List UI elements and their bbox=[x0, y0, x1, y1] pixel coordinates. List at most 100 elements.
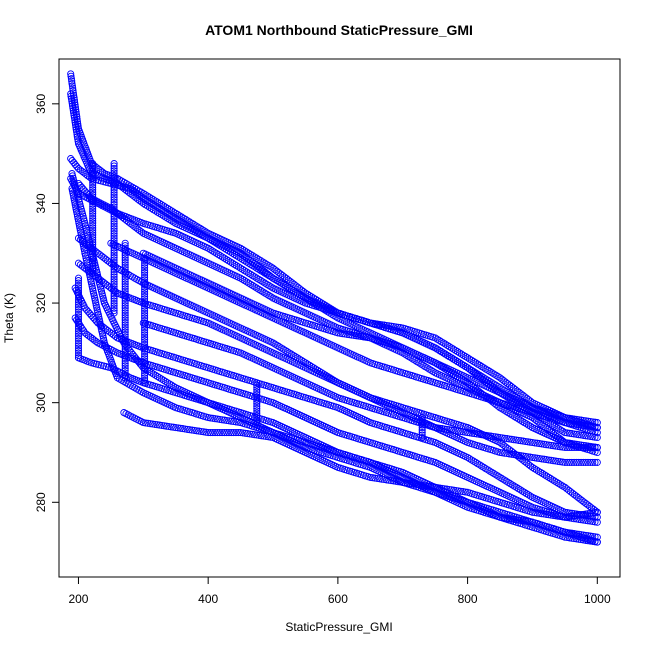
data-point bbox=[263, 270, 271, 278]
data-point bbox=[253, 379, 261, 387]
data-point bbox=[110, 208, 118, 216]
data-point bbox=[253, 390, 261, 399]
data-point bbox=[584, 517, 592, 525]
data-point bbox=[141, 312, 149, 320]
data-point bbox=[555, 480, 563, 488]
data-point bbox=[237, 274, 245, 282]
data-point bbox=[89, 221, 97, 230]
data-point bbox=[490, 370, 498, 378]
data-point bbox=[141, 257, 149, 265]
data-point bbox=[437, 348, 445, 356]
data-point bbox=[557, 426, 565, 434]
data-point bbox=[506, 395, 514, 403]
data-point bbox=[208, 247, 216, 255]
y-tick-label: 320 bbox=[34, 293, 48, 313]
data-point bbox=[593, 419, 601, 427]
data-point bbox=[216, 429, 224, 437]
data-point bbox=[253, 400, 261, 408]
data-point bbox=[589, 423, 597, 431]
data-point bbox=[577, 458, 585, 466]
data-point bbox=[121, 335, 129, 343]
data-point bbox=[449, 355, 457, 363]
data-point bbox=[418, 419, 426, 427]
data-point bbox=[245, 259, 253, 267]
data-point bbox=[121, 362, 129, 370]
data-point bbox=[69, 106, 77, 115]
data-point bbox=[110, 249, 118, 257]
data-point bbox=[518, 417, 526, 425]
data-point bbox=[570, 512, 578, 520]
data-point bbox=[551, 422, 559, 430]
data-point bbox=[253, 407, 261, 415]
data-point bbox=[110, 201, 118, 209]
data-point bbox=[545, 473, 553, 481]
data-point bbox=[89, 212, 97, 220]
data-point bbox=[496, 473, 504, 481]
data-point bbox=[67, 155, 75, 163]
data-point bbox=[172, 424, 180, 432]
data-point bbox=[121, 333, 129, 341]
data-point bbox=[89, 226, 97, 234]
data-point bbox=[121, 309, 129, 317]
data-point bbox=[110, 273, 118, 281]
data-point bbox=[593, 538, 601, 546]
data-point bbox=[182, 221, 190, 229]
data-point bbox=[141, 309, 149, 317]
data-point bbox=[141, 307, 149, 315]
data-point bbox=[561, 513, 569, 521]
data-point bbox=[443, 485, 451, 493]
data-point bbox=[287, 350, 295, 358]
data-point bbox=[121, 316, 129, 324]
data-point bbox=[155, 421, 164, 429]
data-point bbox=[200, 232, 208, 240]
data-point bbox=[373, 474, 381, 483]
data-point bbox=[110, 239, 118, 247]
data-point bbox=[110, 234, 118, 242]
data-point bbox=[110, 205, 118, 213]
data-point bbox=[591, 518, 599, 526]
data-point bbox=[121, 294, 129, 303]
data-point bbox=[67, 72, 75, 80]
data-point bbox=[222, 245, 230, 254]
data-point bbox=[110, 229, 118, 238]
data-point bbox=[141, 372, 149, 380]
data-point bbox=[110, 232, 118, 240]
data-point bbox=[447, 369, 455, 377]
data-point bbox=[476, 361, 484, 369]
data-point bbox=[561, 458, 569, 466]
data-point bbox=[518, 487, 526, 495]
data-point bbox=[439, 339, 447, 347]
data-point bbox=[431, 359, 439, 367]
data-point bbox=[89, 236, 97, 244]
data-point bbox=[359, 333, 367, 341]
data-point bbox=[435, 346, 443, 354]
data-point bbox=[204, 429, 212, 437]
data-point bbox=[230, 250, 239, 259]
data-point bbox=[554, 457, 562, 465]
data-point bbox=[121, 340, 129, 348]
data-point bbox=[121, 261, 129, 269]
data-point bbox=[141, 285, 149, 293]
data-point bbox=[71, 118, 79, 126]
data-point bbox=[470, 358, 478, 366]
data-point bbox=[121, 278, 129, 286]
data-point bbox=[110, 191, 118, 199]
data-point bbox=[110, 167, 118, 175]
data-point bbox=[528, 463, 536, 471]
data-point bbox=[68, 102, 77, 110]
data-point bbox=[121, 328, 129, 336]
data-point bbox=[582, 536, 590, 544]
data-point bbox=[582, 432, 590, 440]
data-point bbox=[141, 326, 149, 334]
data-point bbox=[572, 458, 581, 466]
data-point bbox=[533, 509, 541, 517]
data-point bbox=[413, 358, 421, 366]
data-point bbox=[110, 217, 118, 225]
data-point bbox=[121, 263, 129, 271]
data-point bbox=[249, 282, 257, 290]
data-point bbox=[74, 286, 83, 294]
data-point bbox=[74, 342, 83, 350]
data-point bbox=[259, 258, 267, 266]
data-point bbox=[403, 479, 411, 487]
